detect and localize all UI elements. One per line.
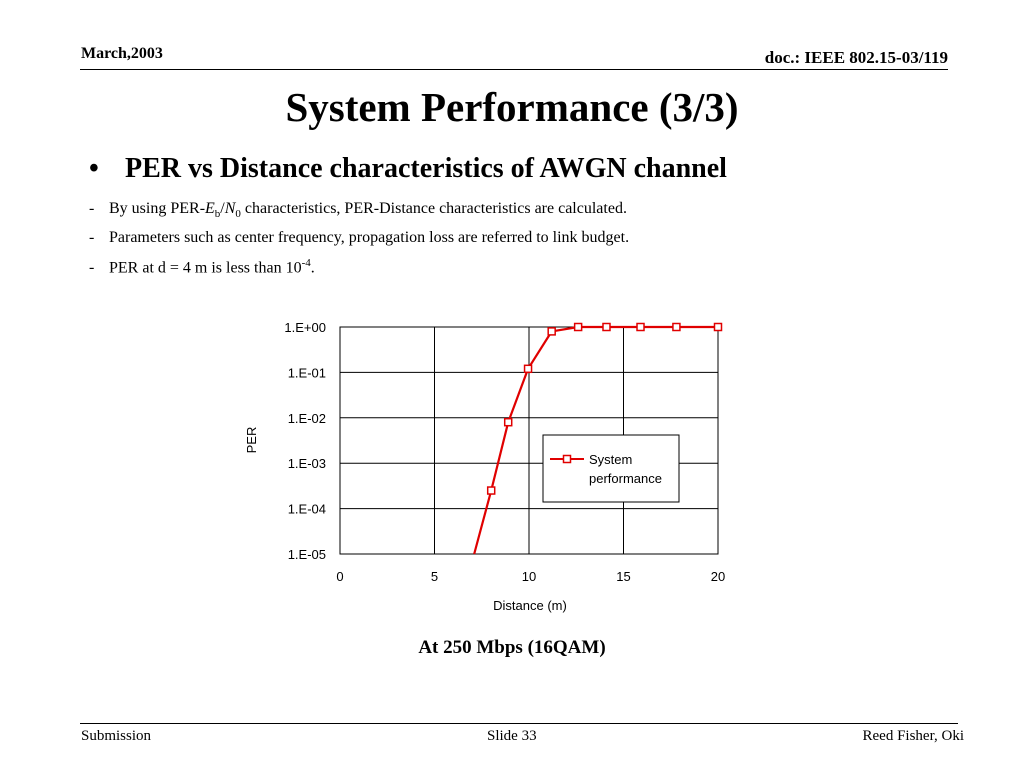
data-point xyxy=(713,322,723,332)
header-date: March,2003 xyxy=(81,45,163,62)
sub-text-post: . xyxy=(310,259,315,277)
y-tick-label: 1.E-03 xyxy=(288,456,326,471)
slash: / xyxy=(220,200,225,217)
y-tick-label: 1.E+00 xyxy=(284,320,326,335)
legend-box xyxy=(542,434,680,503)
bullet-marker: • xyxy=(89,153,99,184)
series-line xyxy=(473,325,718,555)
legend-label-line1: System xyxy=(589,452,632,467)
sub-item-2: - Parameters such as center frequency, pr… xyxy=(89,229,629,247)
data-point xyxy=(602,322,611,332)
data-point xyxy=(672,322,681,332)
data-point xyxy=(503,417,513,427)
sub-item-1: - By using PER-Eb/N0 characteristics, PER… xyxy=(89,200,627,220)
data-point xyxy=(486,486,496,495)
y-tick-label: 1.E-01 xyxy=(288,365,326,380)
footer-left: Submission xyxy=(81,728,152,744)
footer-slide-number: Slide 33 xyxy=(487,728,537,744)
exponent: -4 xyxy=(301,257,311,269)
sub-text-pre: By using PER- xyxy=(109,200,206,217)
footer-rule xyxy=(80,723,958,724)
y-tick-label: 1.E-05 xyxy=(288,547,326,562)
header-doc-id: doc.: IEEE 802.15-03/119 xyxy=(764,48,948,67)
bullet-item: • PER vs Distance characteristics of AWGN… xyxy=(89,153,727,185)
eb-subscript: b xyxy=(214,208,221,221)
tick-labels: 1.E+00 1.E-01 1.E-02 1.E-03 1.E-04 1.E-05 0 5 10… xyxy=(284,320,725,584)
sub-text-pre: PER at d = 4 m is less than 10 xyxy=(109,259,302,277)
sub-text-post: characteristics, PER-Distance characteri… xyxy=(240,200,627,217)
bullet-text: PER vs Distance characteristics of AWGN … xyxy=(125,153,727,184)
y-tick-label: 1.E-02 xyxy=(288,411,326,426)
data-point xyxy=(573,322,583,332)
chart-caption: At 250 Mbps (16QAM) xyxy=(418,637,606,658)
footer-author: Reed Fisher, Oki xyxy=(862,728,964,744)
legend-label-line2: performance xyxy=(589,471,662,486)
sub-item-3: - PER at d = 4 m is less than 10-4. xyxy=(89,257,315,277)
eb-symbol: E xyxy=(205,200,215,217)
sub-dash: - xyxy=(89,229,95,246)
data-point xyxy=(523,364,533,374)
sub-dash: - xyxy=(89,259,95,277)
legend: System performance xyxy=(542,434,680,503)
data-point xyxy=(547,327,556,336)
series-layer xyxy=(473,322,723,555)
legend-marker xyxy=(562,454,572,464)
y-tick-label: 1.E-04 xyxy=(288,502,326,517)
x-axis-label: Distance (m) xyxy=(493,598,567,613)
x-tick-label: 10 xyxy=(522,569,536,584)
n0-subscript: 0 xyxy=(235,208,241,221)
x-tick-label: 20 xyxy=(711,569,725,584)
y-axis-label: PER xyxy=(244,427,259,454)
x-tick-label: 0 xyxy=(336,569,343,584)
x-tick-label: 15 xyxy=(616,569,630,584)
header-rule xyxy=(80,69,948,70)
n0-symbol: N xyxy=(224,200,236,217)
slide-title: System Performance (3/3) xyxy=(285,84,739,130)
data-point xyxy=(636,322,645,332)
sub-dash: - xyxy=(89,200,95,217)
x-tick-label: 5 xyxy=(431,569,438,584)
sub-text: Parameters such as center frequency, pro… xyxy=(109,229,630,246)
